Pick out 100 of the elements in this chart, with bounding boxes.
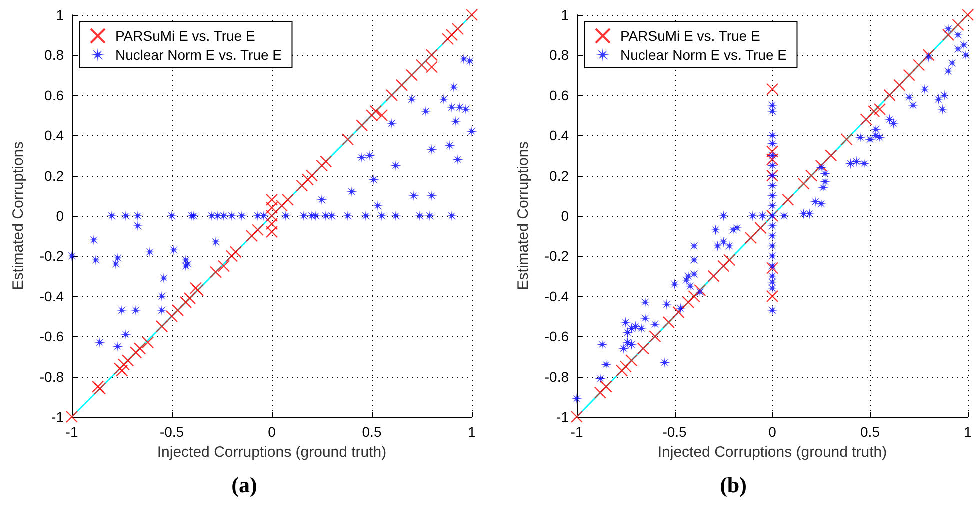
point — [874, 103, 886, 116]
point — [806, 170, 818, 182]
x-tick-label: -0.5 — [160, 424, 184, 440]
point — [825, 150, 838, 162]
point — [626, 354, 638, 367]
y-tick-label: -0.4 — [40, 288, 64, 304]
point — [316, 160, 328, 172]
point — [688, 290, 700, 302]
point — [766, 262, 779, 274]
text: (a) — [232, 472, 258, 498]
point — [962, 8, 974, 22]
y-tick-label: -0.8 — [40, 368, 64, 385]
point — [230, 246, 242, 258]
point — [130, 346, 142, 359]
point — [718, 260, 730, 272]
point — [754, 222, 767, 234]
y-tick-label: 1 — [56, 7, 64, 23]
x-tick-label: 0 — [268, 424, 276, 440]
y-tick-label: 1 — [561, 7, 570, 23]
x-axis-title: Injected Corruptions (ground truth) — [658, 444, 888, 461]
point — [66, 410, 78, 424]
y-tick-label: -0.8 — [544, 368, 570, 385]
y-tick-label: 0.4 — [550, 128, 570, 144]
point — [922, 49, 935, 62]
y-tick-label: -1 — [556, 409, 570, 425]
point — [122, 354, 134, 367]
legend-label: PARSuMi E vs. True E — [620, 28, 760, 44]
x-axis-title: Injected Corruptions (ground truth) — [157, 444, 387, 461]
point — [184, 292, 196, 305]
point — [156, 320, 168, 333]
x-tick-label: 1 — [468, 424, 476, 440]
y-tick-label: 0.6 — [550, 87, 570, 104]
point — [356, 119, 368, 132]
y-tick-label: 0.2 — [550, 168, 570, 184]
point — [342, 134, 354, 146]
x-tick-label: 0 — [768, 424, 777, 440]
point — [766, 83, 779, 96]
point — [376, 109, 388, 122]
y-tick-label: 0.4 — [44, 128, 64, 144]
legend-label: PARSuMi E vs. True E — [116, 28, 256, 44]
point — [166, 310, 178, 323]
x-tick-label: 0.5 — [860, 424, 880, 440]
y-tick-label: -0.6 — [544, 328, 570, 345]
point — [637, 342, 650, 355]
point — [386, 89, 398, 102]
point — [218, 260, 230, 272]
point — [649, 330, 662, 343]
point — [815, 160, 828, 172]
point — [594, 386, 607, 399]
point — [952, 18, 964, 32]
y-tick-label: -1 — [52, 409, 64, 425]
y-tick-label: 0.2 — [44, 168, 64, 184]
point — [282, 194, 294, 206]
point — [913, 59, 926, 72]
y-tick-label: 0 — [56, 208, 64, 224]
point — [723, 254, 736, 266]
point — [452, 22, 464, 36]
point — [118, 358, 130, 371]
point — [570, 410, 584, 424]
point — [406, 69, 418, 82]
point — [903, 69, 916, 82]
point — [893, 79, 906, 92]
point — [416, 59, 428, 72]
point — [172, 304, 184, 317]
point — [840, 134, 853, 146]
text: (b) — [720, 472, 747, 498]
y-tick-label: 0.8 — [44, 47, 64, 64]
point — [466, 8, 478, 22]
point — [302, 174, 314, 186]
x-tick-label: -0.5 — [662, 424, 688, 440]
y-tick-label: 0.8 — [550, 47, 570, 64]
legend-label: Nuclear Norm E vs. True E — [116, 47, 282, 63]
y-tick-label: 0.6 — [44, 87, 64, 104]
point — [370, 105, 382, 118]
point — [210, 266, 222, 278]
y-tick-label: -0.2 — [544, 248, 570, 264]
point — [276, 200, 288, 212]
point — [662, 316, 675, 329]
y-axis-title: Estimated Corruptions — [10, 142, 27, 290]
y-tick-label: -0.6 — [40, 328, 64, 345]
point — [708, 270, 720, 282]
point — [860, 113, 872, 126]
point — [246, 230, 258, 242]
x-tick-label: 0.5 — [362, 424, 382, 440]
point — [620, 360, 632, 373]
x-tick-label: 1 — [964, 424, 972, 440]
point — [296, 180, 308, 192]
point — [320, 156, 332, 168]
point — [396, 79, 408, 92]
point — [366, 109, 378, 122]
point — [252, 224, 264, 236]
point — [306, 170, 318, 182]
point — [798, 178, 810, 190]
y-axis-title: Estimated Corruptions — [515, 142, 532, 290]
point — [226, 250, 238, 262]
point — [694, 284, 706, 296]
point — [134, 342, 146, 355]
point — [442, 33, 454, 46]
y-tick-label: 0 — [561, 208, 570, 224]
point — [616, 364, 628, 377]
